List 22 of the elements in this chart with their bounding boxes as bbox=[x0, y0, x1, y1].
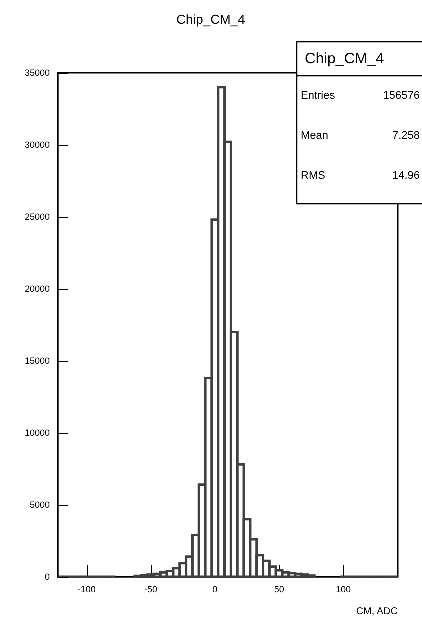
annotation: 156576 bbox=[383, 90, 420, 102]
y-tick-label: 15000 bbox=[24, 356, 50, 366]
chart-title: Chip_CM_4 bbox=[176, 12, 246, 27]
x-tick-label: 100 bbox=[336, 584, 351, 594]
x-tick-label: 0 bbox=[212, 584, 218, 594]
annotation: 14.96 bbox=[392, 170, 420, 182]
annotation: Mean bbox=[301, 130, 329, 142]
y-tick-label: 5000 bbox=[30, 500, 50, 510]
x-tick-label: -50 bbox=[144, 584, 158, 594]
y-tick-label: 10000 bbox=[24, 428, 50, 438]
y-tick-label: 25000 bbox=[24, 212, 50, 222]
text: Chip_CM_4 bbox=[305, 50, 384, 68]
y-tick-label: 35000 bbox=[24, 68, 50, 78]
annotation: RMS bbox=[301, 170, 326, 182]
y-tick-label: 20000 bbox=[24, 284, 50, 294]
annotation: Entries bbox=[301, 90, 336, 102]
x-tick-label: 50 bbox=[274, 584, 284, 594]
y-tick-label: 0 bbox=[44, 572, 50, 582]
x-axis-title: CM, ADC bbox=[356, 606, 398, 618]
x-tick-label: -100 bbox=[78, 584, 96, 594]
annotation: 7.258 bbox=[392, 130, 420, 142]
y-tick-label: 30000 bbox=[24, 140, 50, 150]
